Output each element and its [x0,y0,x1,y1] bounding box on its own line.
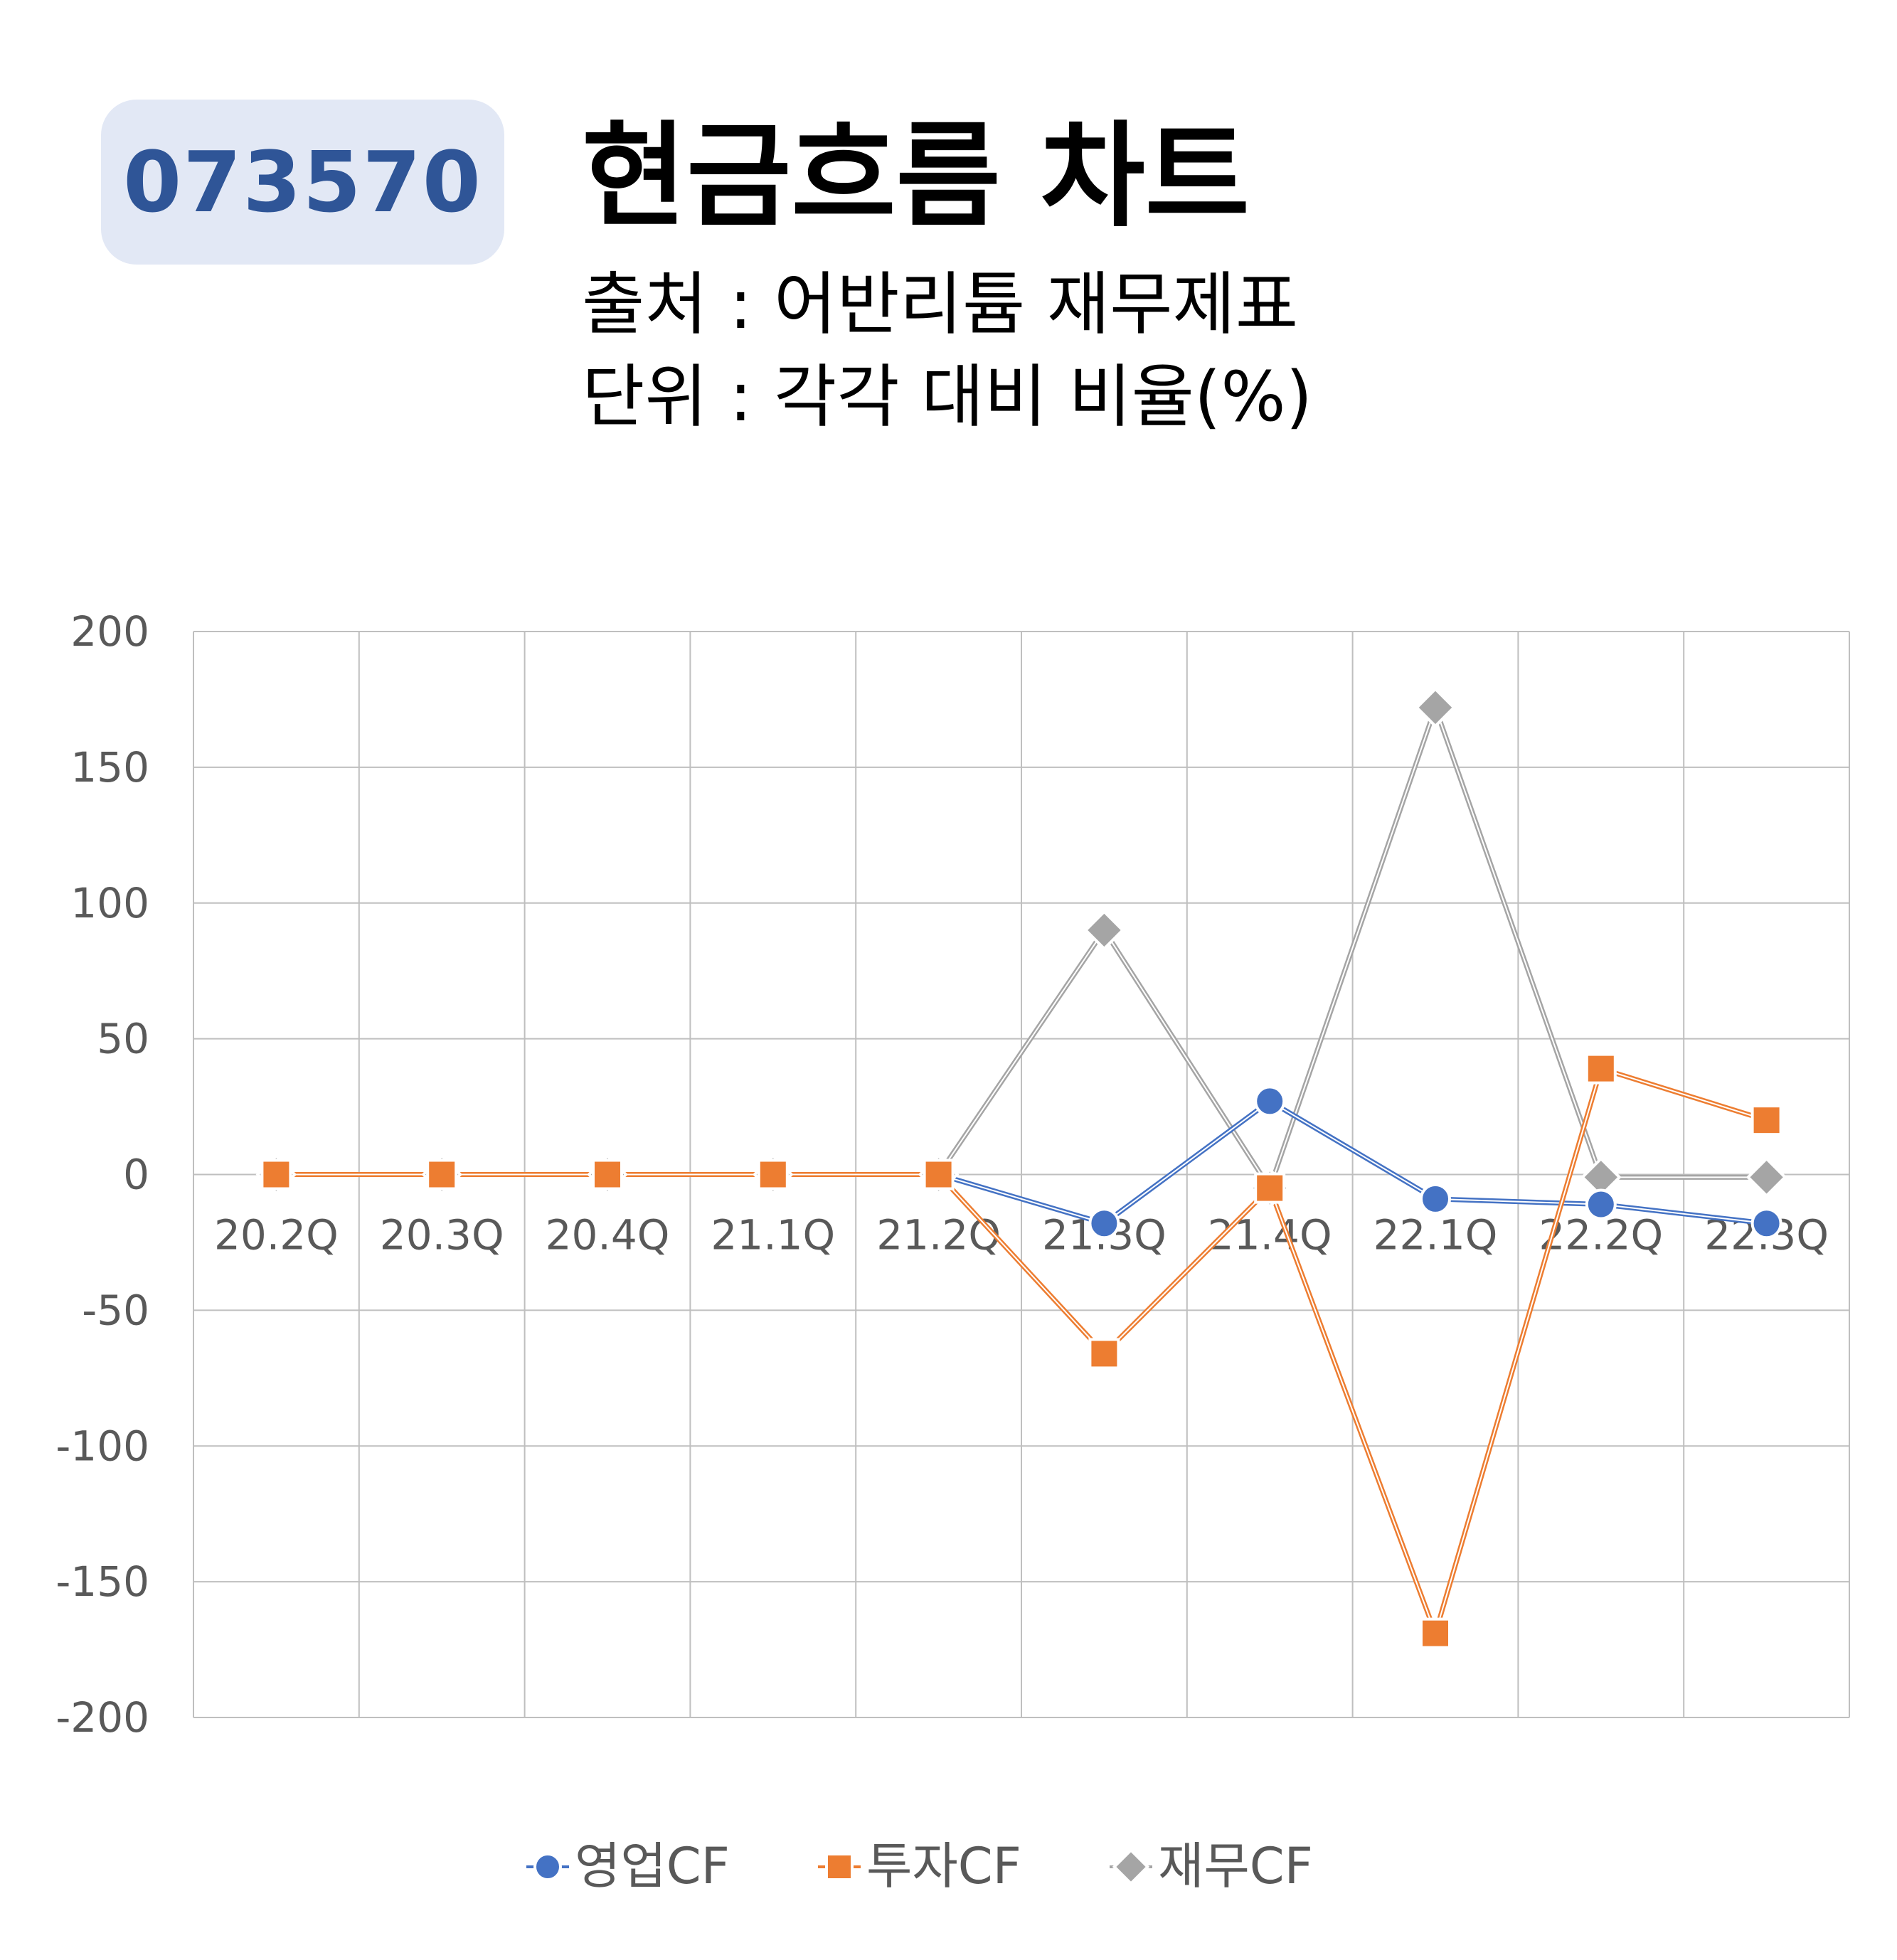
legend-label: 재무CF [1158,1837,1313,1895]
source-note: 출처 : 어반리튬 재무제표 [582,265,1299,344]
data-point-circle [1088,1208,1120,1240]
chart-title: 현금흐름 차트 [582,110,1250,243]
x-tick-label: 22.1Q [1373,1211,1498,1259]
legend-marker-diamond [1112,1848,1150,1886]
ticker-badge: 073570 [101,100,504,265]
data-point-circle [1750,1208,1782,1240]
ticker-code: 073570 [123,133,482,231]
y-tick-label: 50 [97,1015,149,1063]
data-point-circle [1585,1188,1617,1220]
y-tick-label: -50 [82,1286,149,1334]
y-tick-label: -150 [55,1557,149,1606]
data-point-square [260,1159,292,1191]
chart-legend: 영업CF 투자CF 재무CF [526,1837,1313,1895]
y-tick-label: 150 [70,743,149,792]
data-point-square [923,1159,955,1191]
x-tick-label: 20.3Q [380,1211,504,1259]
data-point-square [757,1159,789,1191]
y-tick-label: 200 [70,607,149,656]
cashflow-line-chart: 200 150 100 50 0 -50 -100 -150 -200 20.2Q 20.3Q 20.… [55,607,1850,1742]
data-point-square [426,1159,458,1191]
data-point-square [1088,1338,1120,1370]
x-tick-label: 20.4Q [546,1211,670,1259]
series-line-inner [276,1067,1767,1636]
y-tick-label: 100 [70,879,149,927]
y-tick-label: 0 [123,1151,149,1199]
data-point-square [592,1159,623,1191]
y-tick-label: -200 [55,1693,149,1742]
legend-marker-square [825,1853,854,1881]
data-point-diamond [1745,1156,1787,1198]
x-tick-label: 21.4Q [1208,1211,1332,1259]
legend-marker-circle [533,1853,562,1881]
unit-note: 단위 : 각각 대비 비율(%) [582,357,1313,437]
data-point-diamond [1415,687,1456,728]
data-point-square [1254,1172,1286,1204]
data-point-square [1585,1053,1617,1085]
y-tick-label: -100 [55,1422,149,1470]
data-point-square [1420,1617,1451,1649]
x-tick-label: 20.2Q [214,1211,339,1259]
data-point-circle [1420,1183,1451,1215]
data-point-circle [1254,1085,1286,1117]
data-point-square [1750,1104,1782,1136]
data-point-diamond [1083,910,1125,951]
x-tick-label: 21.1Q [711,1211,835,1259]
legend-label: 영업CF [575,1837,730,1895]
legend-label: 투자CF [866,1837,1021,1895]
